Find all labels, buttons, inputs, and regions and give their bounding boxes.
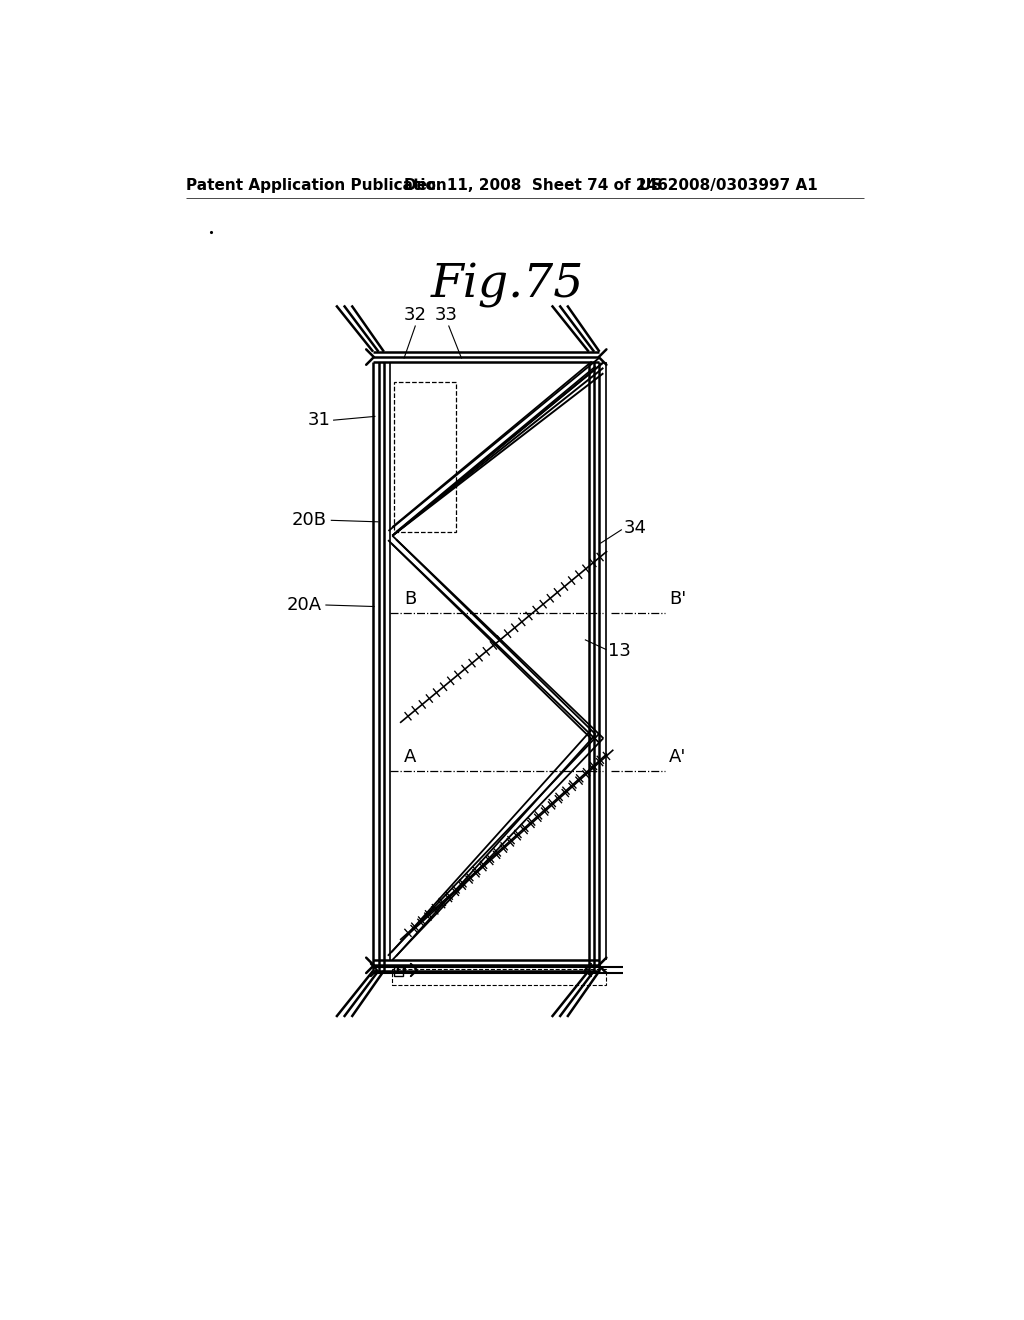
Text: Fig.75: Fig.75 bbox=[431, 263, 585, 308]
Text: 34: 34 bbox=[624, 519, 646, 537]
Text: Dec. 11, 2008  Sheet 74 of 246: Dec. 11, 2008 Sheet 74 of 246 bbox=[403, 178, 668, 193]
Text: A: A bbox=[403, 748, 417, 766]
Text: B: B bbox=[403, 590, 416, 609]
Text: 20A: 20A bbox=[287, 597, 322, 614]
Text: 20B: 20B bbox=[292, 511, 327, 529]
Text: US 2008/0303997 A1: US 2008/0303997 A1 bbox=[639, 178, 817, 193]
Text: 31: 31 bbox=[308, 412, 331, 429]
Bar bbox=[391, 969, 605, 985]
Text: 13: 13 bbox=[608, 643, 631, 660]
Text: B': B' bbox=[669, 590, 686, 609]
Text: A': A' bbox=[669, 748, 686, 766]
Bar bbox=[394, 966, 403, 977]
Text: 32: 32 bbox=[403, 306, 427, 323]
Bar bbox=[394, 381, 456, 532]
Text: 33: 33 bbox=[435, 306, 458, 323]
Text: Patent Application Publication: Patent Application Publication bbox=[186, 178, 446, 193]
